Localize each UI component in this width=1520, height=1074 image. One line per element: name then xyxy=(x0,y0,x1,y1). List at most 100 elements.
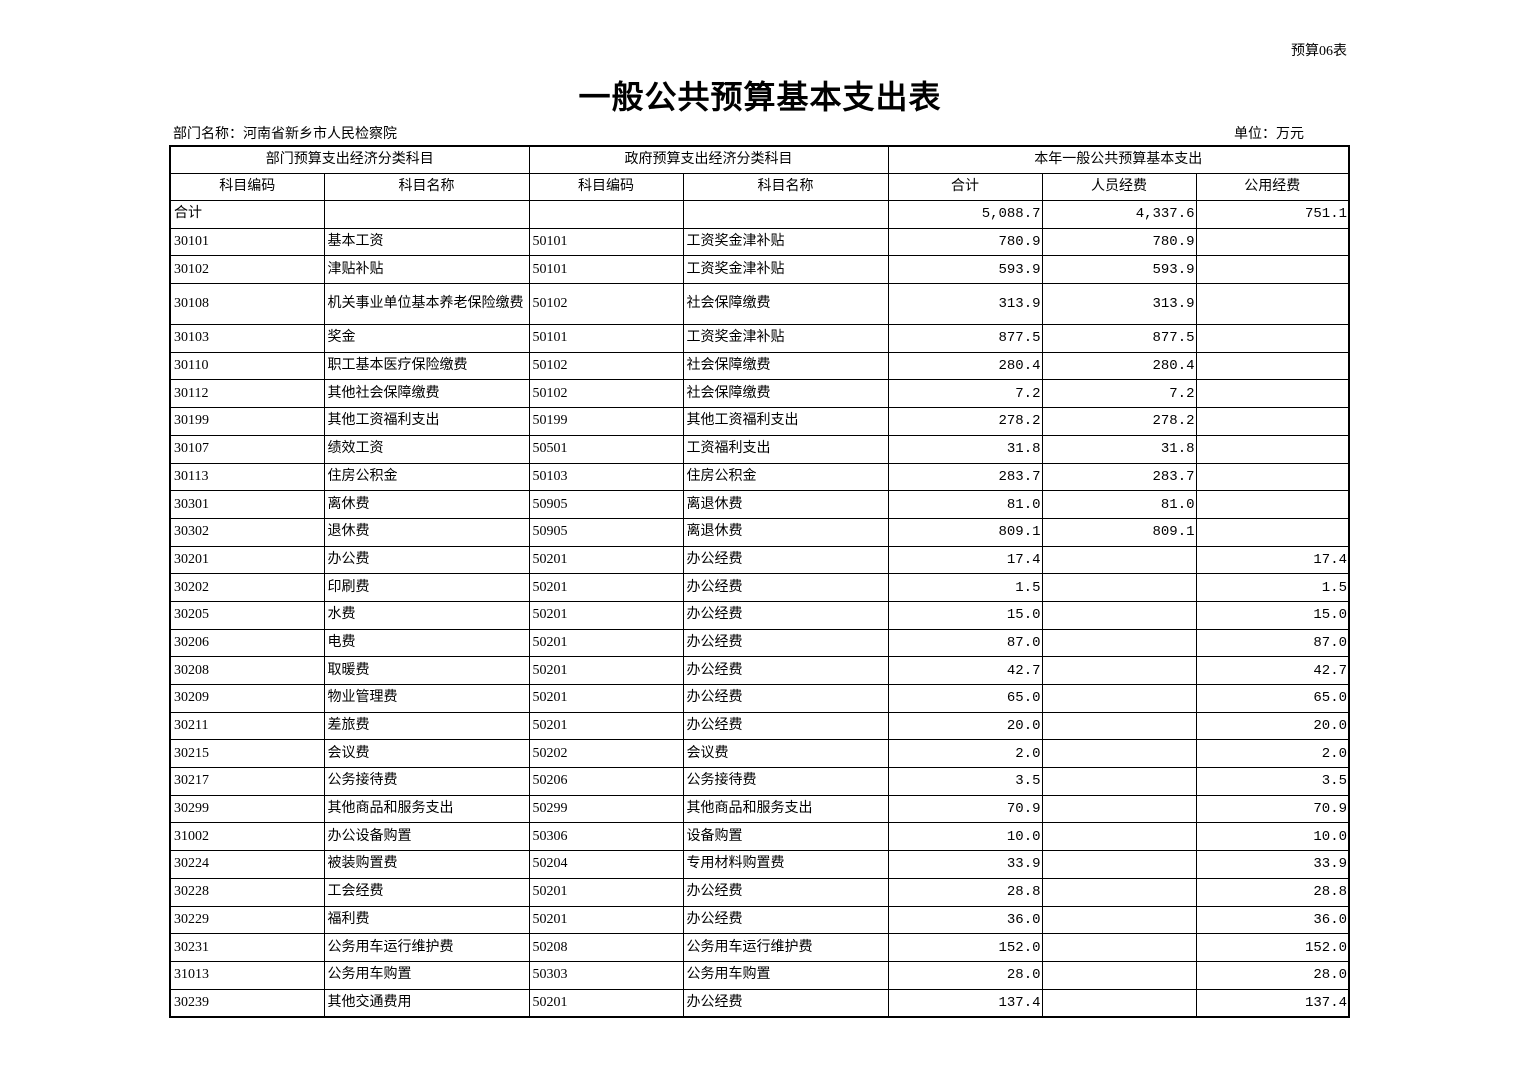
table-row: 30217 公务接待费 50206 公务接待费 3.5 3.5 xyxy=(169,767,1350,796)
cell-public xyxy=(1195,255,1350,285)
cell-gov-name: 办公经费 xyxy=(682,905,889,935)
table-row: 30228 工会经费 50201 办公经费 28.8 28.8 xyxy=(169,877,1350,907)
cell-total: 5,088.7 xyxy=(887,200,1043,229)
cell-gov-code: 50201 xyxy=(528,684,684,713)
cell-gov-code: 50303 xyxy=(528,960,684,990)
cell-total: 280.4 xyxy=(887,351,1043,381)
cell-personnel xyxy=(1041,656,1197,685)
cell-personnel xyxy=(1041,711,1197,741)
cell-gov-code: 50201 xyxy=(528,628,684,658)
cell-gov-code: 50102 xyxy=(528,283,684,326)
cell-total: 2.0 xyxy=(887,739,1043,769)
cell-dept-name: 离休费 xyxy=(323,490,530,519)
cell-gov-name: 办公经费 xyxy=(682,684,889,713)
cell-dept-code: 30239 xyxy=(169,988,325,1018)
cell-dept-code: 30107 xyxy=(169,434,325,464)
cell-dept-name: 工会经费 xyxy=(323,877,530,907)
cell-gov-name: 离退休费 xyxy=(682,517,889,547)
cell-public: 15.0 xyxy=(1195,600,1350,630)
cell-public: 17.4 xyxy=(1195,545,1350,575)
cell-personnel: 283.7 xyxy=(1041,462,1197,492)
cell-gov-code: 50201 xyxy=(528,600,684,630)
cell-public xyxy=(1195,379,1350,409)
cell-gov-name: 社会保障缴费 xyxy=(682,283,889,326)
cell-public: 42.7 xyxy=(1195,656,1350,685)
cell-personnel: 278.2 xyxy=(1041,407,1197,436)
cell-public xyxy=(1195,227,1350,257)
table-number: 预算06表 xyxy=(1291,44,1347,59)
cell-dept-code: 30102 xyxy=(169,255,325,285)
cell-dept-name: 其他社会保障缴费 xyxy=(323,379,530,409)
cell-public xyxy=(1195,434,1350,464)
cell-dept-code: 合计 xyxy=(169,200,325,229)
cell-personnel xyxy=(1041,877,1197,907)
table-row: 30224 被装购置费 50204 专用材料购置费 33.9 33.9 xyxy=(169,850,1350,879)
cell-dept-code: 30208 xyxy=(169,656,325,685)
table-row: 30301 离休费 50905 离退休费 81.0 81.0 xyxy=(169,490,1350,519)
cell-gov-code: 50905 xyxy=(528,517,684,547)
cell-public: 65.0 xyxy=(1195,684,1350,713)
cell-gov-name: 工资福利支出 xyxy=(682,434,889,464)
cell-public: 152.0 xyxy=(1195,933,1350,962)
cell-gov-name: 其他工资福利支出 xyxy=(682,407,889,436)
table-row: 30201 办公费 50201 办公经费 17.4 17.4 xyxy=(169,545,1350,575)
cell-public: 33.9 xyxy=(1195,850,1350,879)
cell-gov-name: 公务接待费 xyxy=(682,767,889,796)
cell-total: 81.0 xyxy=(887,490,1043,519)
cell-dept-name: 办公费 xyxy=(323,545,530,575)
cell-dept-code: 30211 xyxy=(169,711,325,741)
cell-gov-code: 50905 xyxy=(528,490,684,519)
cell-gov-name: 公务用车运行维护费 xyxy=(682,933,889,962)
cell-personnel xyxy=(1041,600,1197,630)
cell-gov-code: 50204 xyxy=(528,850,684,879)
cell-public xyxy=(1195,490,1350,519)
cell-dept-code: 30299 xyxy=(169,794,325,824)
cell-dept-name: 水费 xyxy=(323,600,530,630)
table-row: 30101 基本工资 50101 工资奖金津补贴 780.9 780.9 xyxy=(169,227,1350,257)
cell-gov-code: 50299 xyxy=(528,794,684,824)
cell-public xyxy=(1195,283,1350,326)
cell-personnel xyxy=(1041,573,1197,602)
cell-personnel xyxy=(1041,767,1197,796)
cell-personnel xyxy=(1041,850,1197,879)
cell-dept-code: 30108 xyxy=(169,283,325,326)
cell-total: 809.1 xyxy=(887,517,1043,547)
cell-dept-code: 30217 xyxy=(169,767,325,796)
cell-public: 87.0 xyxy=(1195,628,1350,658)
table-row: 30206 电费 50201 办公经费 87.0 87.0 xyxy=(169,628,1350,658)
cell-total: 65.0 xyxy=(887,684,1043,713)
cell-personnel xyxy=(1041,960,1197,990)
cell-gov-name: 公务用车购置 xyxy=(682,960,889,990)
cell-personnel: 4,337.6 xyxy=(1041,200,1197,229)
cell-personnel: 877.5 xyxy=(1041,324,1197,353)
cell-gov-name: 办公经费 xyxy=(682,600,889,630)
header-group-expense: 本年一般公共预算基本支出 xyxy=(887,145,1350,174)
cell-gov-name: 工资奖金津补贴 xyxy=(682,227,889,257)
unit-label: 单位：万元 xyxy=(1234,127,1304,142)
cell-total: 313.9 xyxy=(887,283,1043,326)
col-header: 科目编码 xyxy=(169,173,325,201)
cell-total: 70.9 xyxy=(887,794,1043,824)
header-group-row: 部门预算支出经济分类科目 政府预算支出经济分类科目 本年一般公共预算基本支出 xyxy=(169,145,1350,174)
cell-dept-name: 印刷费 xyxy=(323,573,530,602)
cell-personnel xyxy=(1041,628,1197,658)
cell-dept-name: 其他交通费用 xyxy=(323,988,530,1018)
cell-gov-code: 50199 xyxy=(528,407,684,436)
cell-gov-name: 办公经费 xyxy=(682,711,889,741)
cell-public xyxy=(1195,351,1350,381)
cell-total: 780.9 xyxy=(887,227,1043,257)
cell-dept-name: 福利费 xyxy=(323,905,530,935)
cell-total: 33.9 xyxy=(887,850,1043,879)
col-header: 科目名称 xyxy=(682,173,889,201)
cell-public: 751.1 xyxy=(1195,200,1350,229)
cell-personnel xyxy=(1041,684,1197,713)
cell-total: 15.0 xyxy=(887,600,1043,630)
cell-gov-name: 社会保障缴费 xyxy=(682,351,889,381)
cell-gov-code: 50102 xyxy=(528,379,684,409)
cell-gov-code: 50201 xyxy=(528,988,684,1018)
cell-dept-code: 30199 xyxy=(169,407,325,436)
table-row: 30231 公务用车运行维护费 50208 公务用车运行维护费 152.0 152.0 xyxy=(169,933,1350,962)
cell-public: 70.9 xyxy=(1195,794,1350,824)
cell-gov-name: 办公经费 xyxy=(682,988,889,1018)
cell-total: 1.5 xyxy=(887,573,1043,602)
